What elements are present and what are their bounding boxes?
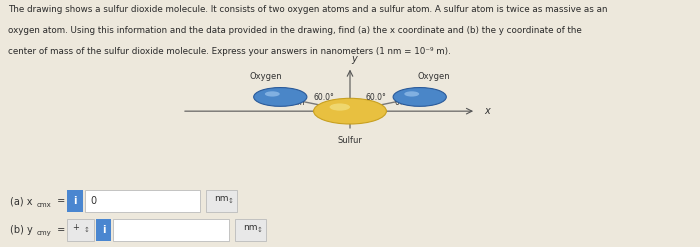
Circle shape	[265, 91, 280, 97]
Text: ↕: ↕	[228, 198, 234, 204]
Circle shape	[253, 88, 307, 106]
Text: cmx: cmx	[37, 202, 52, 208]
FancyBboxPatch shape	[67, 190, 83, 212]
FancyBboxPatch shape	[67, 219, 94, 241]
FancyBboxPatch shape	[85, 190, 200, 212]
Text: 0: 0	[90, 196, 97, 206]
Text: 0.143 nm: 0.143 nm	[268, 98, 304, 107]
Text: nm: nm	[243, 223, 258, 232]
Text: The drawing shows a sulfur dioxide molecule. It consists of two oxygen atoms and: The drawing shows a sulfur dioxide molec…	[8, 5, 608, 14]
Text: nm: nm	[214, 194, 229, 203]
Text: center of mass of the sulfur dioxide molecule. Express your answers in nanometer: center of mass of the sulfur dioxide mol…	[8, 47, 451, 56]
Text: x: x	[484, 106, 490, 116]
Text: ↕: ↕	[84, 227, 90, 233]
Text: (b) y: (b) y	[10, 225, 34, 235]
Circle shape	[330, 103, 350, 111]
Text: oxygen atom. Using this information and the data provided in the drawing, find (: oxygen atom. Using this information and …	[8, 26, 582, 35]
Text: Oxygen: Oxygen	[250, 72, 283, 81]
Circle shape	[405, 91, 419, 97]
Text: =: =	[54, 196, 65, 206]
Text: y: y	[351, 54, 357, 64]
FancyBboxPatch shape	[206, 190, 237, 212]
FancyBboxPatch shape	[234, 219, 266, 241]
Text: 60.0°: 60.0°	[365, 93, 386, 102]
Text: Oxygen: Oxygen	[417, 72, 450, 81]
Text: (a) x: (a) x	[10, 196, 33, 206]
Text: cmy: cmy	[37, 230, 52, 236]
Text: 0.143 nm: 0.143 nm	[395, 98, 432, 107]
Text: i: i	[102, 225, 106, 235]
Circle shape	[393, 88, 447, 106]
Text: Sulfur: Sulfur	[337, 136, 363, 145]
Text: +: +	[72, 223, 79, 232]
Text: i: i	[73, 196, 76, 206]
FancyBboxPatch shape	[113, 219, 229, 241]
Circle shape	[314, 98, 386, 124]
Text: =: =	[54, 225, 65, 235]
Text: 60.0°: 60.0°	[314, 93, 335, 102]
Text: ↕: ↕	[257, 227, 262, 233]
FancyBboxPatch shape	[96, 219, 111, 241]
